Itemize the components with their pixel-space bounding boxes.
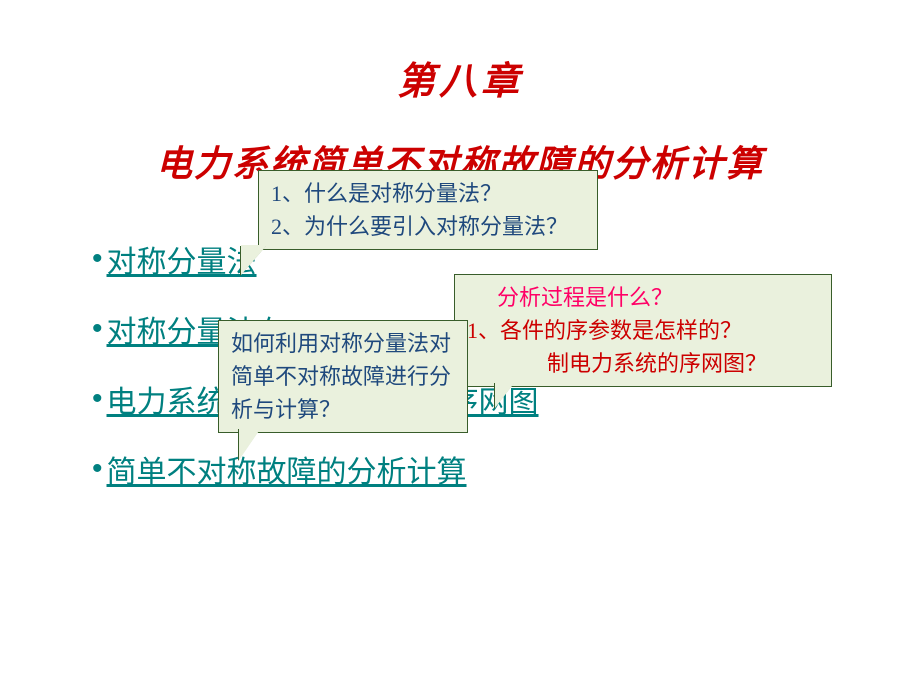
speech-line: 1、各件的序参数是怎样的？ xyxy=(467,314,819,347)
bullet-icon: • xyxy=(92,314,103,344)
speech-line: 析与计算？ xyxy=(231,393,455,426)
chapter-title: 第八章 xyxy=(0,0,920,105)
speech-bubble-process: 分析过程是什么？ 1、各件的序参数是怎样的？ 制电力系统的序网图？ xyxy=(454,274,832,387)
link-symmetric-method[interactable]: 对称分量法 xyxy=(107,237,257,281)
link-fault-analysis[interactable]: 简单不对称故障的分析计算 xyxy=(107,447,467,491)
text-segment: 1、各 xyxy=(467,318,522,343)
speech-bubble-intro: 1、什么是对称分量法？ 2、为什么要引入对称分量法？ xyxy=(258,170,598,250)
speech-line: 2、为什么要引入对称分量法？ xyxy=(271,210,585,243)
speech-line: 如何利用对称分量法对 xyxy=(231,327,455,360)
speech-tail-icon xyxy=(239,428,261,460)
speech-tail-icon xyxy=(241,245,267,275)
list-item: • 简单不对称故障的分析计算 xyxy=(92,447,920,491)
bullet-icon: • xyxy=(92,454,103,484)
bullet-icon: • xyxy=(92,384,103,414)
speech-line: 分析过程是什么？ xyxy=(467,281,819,314)
speech-line: 1、什么是对称分量法？ xyxy=(271,177,585,210)
text-segment: 件的序参数是怎样的？ xyxy=(522,318,742,343)
speech-line: 简单不对称故障进行分 xyxy=(231,360,455,393)
speech-line: 制电力系统的序网图？ xyxy=(467,347,819,380)
bullet-icon: • xyxy=(92,244,103,274)
speech-tail-icon xyxy=(495,382,515,408)
speech-bubble-howto: 如何利用对称分量法对 简单不对称故障进行分 析与计算？ xyxy=(218,320,468,433)
